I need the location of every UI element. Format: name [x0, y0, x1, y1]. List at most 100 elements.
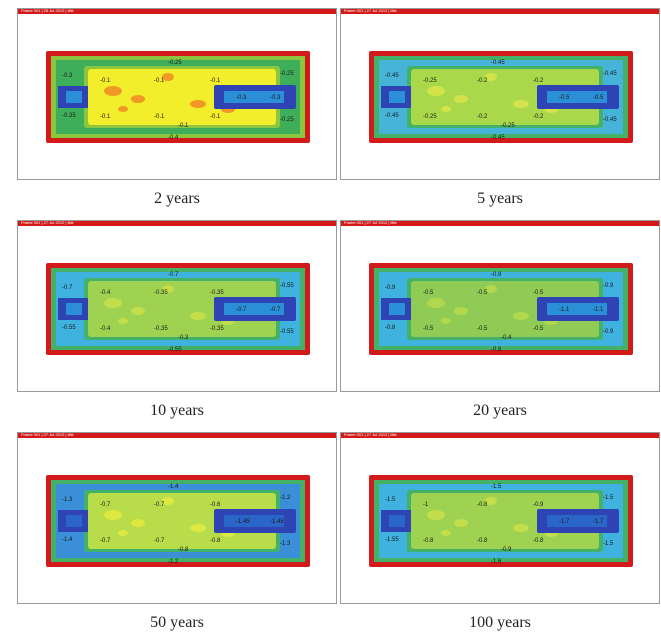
contour-value-label: -1.7 [593, 519, 604, 525]
contour-blob [441, 318, 451, 324]
contour-value-label: -0.7 [100, 538, 111, 544]
contour-value-label: -0.1 [154, 78, 165, 84]
panel-caption: 2 years [154, 190, 200, 207]
contour-blob [104, 298, 122, 308]
contour-value-label: -0.8 [210, 538, 221, 544]
contour-blob [485, 497, 497, 505]
contour-value-label: -1.45 [270, 519, 284, 525]
contour-ring-label: -0.55 [280, 283, 294, 289]
contour-ring-label: -0.8 [385, 325, 396, 331]
contour-ring-label: -1.4 [168, 484, 179, 490]
frame-header-strip: Frame 001 | 27 Jul 2012 | title [341, 221, 659, 226]
contour-blob [485, 73, 497, 81]
contour-ring-label: -0.55 [62, 325, 76, 331]
contour-blob [131, 519, 145, 527]
contour-value-label: -0.25 [423, 78, 437, 84]
contour-blob [441, 106, 451, 112]
panel-caption: 20 years [473, 402, 527, 419]
contour-value-label: -0.2 [477, 78, 488, 84]
contour-blob [427, 510, 445, 520]
panel-caption: 5 years [477, 190, 523, 207]
contour-ring-label: -0.9 [385, 285, 396, 291]
contour-value-label: -0.9 [501, 547, 512, 553]
contour-value-label: -0.5 [533, 326, 544, 332]
contour-ring-label: -1.2 [280, 495, 291, 501]
contour-value-label: -0.5 [423, 326, 434, 332]
contour-value-label: -0.5 [477, 326, 488, 332]
contour-blob [454, 95, 468, 103]
contour-value-label: -1 [423, 502, 429, 508]
contour-blob [427, 86, 445, 96]
contour-value-label: -0.7 [236, 307, 247, 313]
contour-blob [513, 100, 529, 108]
frame-header-text: Frame 001 | 27 Jul 2012 | title [344, 220, 397, 225]
contour-blob [513, 312, 529, 320]
contour-plot: -1 -0.8 -0.9 -0.8 -0.8 -0.8 -0.9 -1.7 -1.7 -1.5 -1… [369, 475, 633, 567]
panel-caption: 10 years [150, 402, 204, 419]
contour-blob [162, 73, 174, 81]
left-notch-core [389, 91, 405, 103]
contour-value-label: -0.4 [501, 335, 512, 341]
contour-ring-label: -1.5 [491, 484, 502, 490]
contour-ring-label: -0.8 [491, 347, 502, 353]
left-notch-core [389, 515, 405, 527]
left-notch-core [66, 515, 82, 527]
contour-plot: -0.1 -0.1 -0.1 -0.1 -0.1 -0.1 -0.1 -0.3 -0.3 -0.3… [46, 51, 310, 143]
contour-ring-label: -0.7 [168, 272, 179, 278]
frame-header-text: Frame 001 | 27 Jul 2012 | title [344, 432, 397, 437]
contour-value-label: -0.8 [477, 502, 488, 508]
contour-blob [118, 530, 128, 536]
contour-value-label: -0.1 [100, 78, 111, 84]
contour-plot: -0.7 -0.7 -0.6 -0.7 -0.7 -0.8 -0.8 -1.45 -1.45 -1… [46, 475, 310, 567]
contour-value-label: -1.7 [559, 519, 570, 525]
contour-value-label: -0.8 [423, 538, 434, 544]
contour-blob [104, 510, 122, 520]
contour-value-label: -0.3 [270, 95, 281, 101]
contour-blob [131, 95, 145, 103]
contour-ring-label: -0.55 [168, 347, 182, 353]
frame-header-text: Frame 001 | 27 Jul 2012 | title [21, 220, 74, 225]
contour-value-label: -0.6 [210, 502, 221, 508]
contour-value-label: -0.7 [154, 538, 165, 544]
right-channel-core [547, 91, 607, 103]
right-channel-core [224, 91, 284, 103]
contour-frame: Frame 001 | 26 Jul 2012 | title -0.1 -0.1… [17, 8, 337, 180]
contour-ring-label: -1.4 [62, 537, 73, 543]
contour-ring-label: -0.9 [603, 329, 614, 335]
frame-header-strip: Frame 001 | 27 Jul 2012 | title [18, 433, 336, 438]
left-notch-core [66, 303, 82, 315]
contour-value-label: -0.2 [533, 78, 544, 84]
contour-ring-label: -1.3 [280, 541, 291, 547]
contour-ring-label: -0.4 [168, 135, 179, 141]
contour-value-label: -0.1 [178, 123, 189, 129]
contour-ring-label: -0.45 [385, 113, 399, 119]
contour-value-label: -0.4 [100, 290, 111, 296]
contour-value-label: -1.1 [593, 307, 604, 313]
frame-header-strip: Frame 001 | 27 Jul 2012 | title [18, 221, 336, 226]
contour-frame: Frame 001 | 27 Jul 2012 | title -0.7 -0.7… [17, 432, 337, 604]
frame-header-strip: Frame 001 | 27 Jul 2012 | title [341, 433, 659, 438]
contour-value-label: -1.1 [559, 307, 570, 313]
contour-ring-label: -1.2 [168, 559, 179, 565]
contour-value-label: -0.4 [100, 326, 111, 332]
contour-ring-label: -1.6 [491, 559, 502, 565]
contour-blob [118, 106, 128, 112]
contour-plot: -0.25 -0.2 -0.2 -0.25 -0.2 -0.2 -0.25 -0.5 -0.5 -… [369, 51, 633, 143]
panel-caption: 100 years [469, 614, 531, 631]
contour-ring-label: -0.25 [280, 71, 294, 77]
left-notch-core [389, 303, 405, 315]
contour-ring-label: -1.5 [603, 495, 614, 501]
right-channel-core [224, 515, 284, 527]
contour-value-label: -0.9 [533, 502, 544, 508]
contour-value-label: -0.2 [477, 114, 488, 120]
contour-frame: Frame 001 | 27 Jul 2012 | title -0.4 -0.3… [17, 220, 337, 392]
contour-value-label: -0.5 [593, 95, 604, 101]
contour-ring-label: -0.45 [491, 60, 505, 66]
contour-value-label: -0.5 [533, 290, 544, 296]
contour-ring-label: -1.55 [385, 537, 399, 543]
left-notch-core [66, 91, 82, 103]
frame-header-text: Frame 001 | 26 Jul 2012 | title [21, 8, 74, 13]
frame-header-strip: Frame 001 | 26 Jul 2012 | title [18, 9, 336, 14]
contour-ring-label: -0.7 [62, 285, 73, 291]
right-channel-core [224, 303, 284, 315]
